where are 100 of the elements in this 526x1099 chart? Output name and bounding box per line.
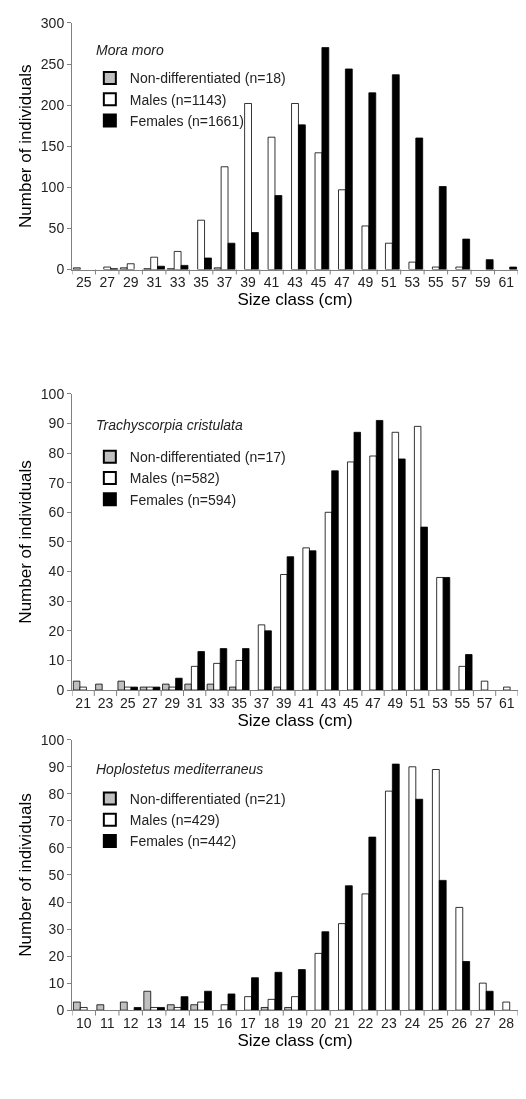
- y-axis-title: Number of individuals: [16, 64, 36, 228]
- x-tick-label: 18: [263, 1014, 280, 1031]
- x-tick-label: 55: [454, 694, 471, 711]
- y-tick-label: 50: [48, 866, 65, 883]
- x-tick-label: 15: [193, 1014, 210, 1031]
- x-tick-label: 16: [216, 1014, 233, 1031]
- x-tick-label: 37: [216, 274, 233, 291]
- x-tick-label: 17: [240, 1014, 257, 1031]
- x-tick-label: 47: [365, 694, 382, 711]
- x-tick-label: 22: [357, 1014, 374, 1031]
- text: Hoplostetus mediterraneus: [96, 761, 264, 777]
- y-tick-label: 50: [48, 533, 65, 550]
- x-tick-label: 39: [276, 694, 292, 711]
- x-tick-label: 33: [209, 694, 225, 711]
- x-tick-label: 41: [298, 694, 315, 711]
- x-tick-label: 13: [146, 1014, 163, 1031]
- y-tick-label: 0: [56, 261, 65, 278]
- x-tick-label: 11: [99, 1014, 115, 1031]
- x-tick-label: 45: [342, 694, 359, 711]
- x-axis-title: Size class (cm): [237, 710, 353, 730]
- y-tick-label: 100: [40, 385, 65, 402]
- x-tick-label: 25: [119, 694, 136, 711]
- x-tick-label: 14: [169, 1014, 186, 1031]
- x-tick-label: 49: [357, 274, 374, 291]
- y-tick-label: 90: [48, 758, 65, 775]
- x-tick-label: 21: [75, 694, 92, 711]
- x-tick-label: 20: [310, 1014, 327, 1031]
- x-tick-label: 27: [142, 694, 159, 711]
- x-tick-label: 28: [498, 1014, 515, 1031]
- legend-label: Males (n=582): [129, 470, 220, 487]
- x-axis-title: Size class (cm): [237, 290, 353, 310]
- legend-label: Males (n=429): [129, 812, 220, 829]
- y-tick-label: 10: [48, 975, 65, 992]
- x-tick-label: 39: [240, 274, 257, 291]
- x-tick-label: 29: [164, 694, 181, 711]
- x-tick-label: 19: [287, 1014, 303, 1031]
- y-tick-label: 10: [48, 652, 65, 669]
- y-tick-label: 90: [48, 415, 65, 432]
- y-tick-label: 300: [40, 14, 65, 31]
- y-tick-label: 30: [48, 920, 65, 937]
- x-tick-label: 61: [498, 274, 515, 291]
- legend-label: Males (n=1143): [129, 91, 227, 108]
- x-tick-label: 57: [451, 274, 468, 291]
- x-tick-label: 23: [97, 694, 114, 711]
- x-tick-label: 45: [310, 274, 327, 291]
- x-tick-label: 31: [186, 694, 203, 711]
- x-tick-label: 43: [320, 694, 337, 711]
- x-tick-label: 49: [387, 694, 404, 711]
- y-tick-label: 50: [48, 220, 65, 237]
- legend-label: Females (n=442): [129, 833, 237, 850]
- x-tick-label: 51: [381, 274, 397, 291]
- y-tick-label: 0: [56, 1002, 65, 1019]
- y-tick-label: 20: [48, 622, 65, 639]
- x-tick-label: 41: [263, 274, 280, 291]
- x-tick-label: 33: [169, 274, 186, 291]
- y-tick-label: 70: [48, 812, 65, 829]
- x-tick-label: 27: [99, 274, 116, 291]
- y-tick-label: 150: [40, 138, 65, 155]
- x-tick-label: 27: [475, 1014, 491, 1031]
- y-tick-label: 80: [48, 444, 65, 461]
- x-tick-label: 55: [428, 274, 444, 291]
- x-tick-label: 35: [231, 694, 248, 711]
- y-axis-title: Number of individuals: [16, 793, 36, 957]
- y-tick-label: 40: [48, 893, 65, 910]
- y-tick-label: 100: [40, 731, 65, 748]
- x-tick-label: 59: [475, 274, 491, 291]
- x-tick-label: 43: [287, 274, 303, 291]
- legend-label: Non-differentiated (n=17): [129, 449, 286, 466]
- legend-label: Females (n=1661): [129, 112, 244, 129]
- text: Trachyscorpia cristulata: [96, 417, 243, 433]
- x-tick-label: 51: [409, 694, 426, 711]
- x-tick-label: 53: [404, 274, 421, 291]
- y-tick-label: 80: [48, 785, 65, 802]
- x-tick-label: 12: [122, 1014, 139, 1031]
- y-tick-label: 70: [48, 474, 65, 491]
- y-tick-label: 250: [40, 55, 65, 72]
- x-tick-label: 25: [428, 1014, 444, 1031]
- x-tick-label: 25: [75, 274, 92, 291]
- x-axis-title: Size class (cm): [237, 1030, 353, 1050]
- x-tick-label: 29: [122, 274, 139, 291]
- y-axis-title: Number of individuals: [16, 460, 36, 624]
- y-tick-label: 30: [48, 593, 65, 610]
- x-tick-label: 47: [334, 274, 350, 291]
- x-tick-label: 53: [432, 694, 448, 711]
- y-tick-label: 20: [48, 947, 65, 964]
- x-tick-label: 57: [476, 694, 493, 711]
- y-tick-label: 60: [48, 504, 65, 521]
- x-tick-label: 21: [334, 1014, 350, 1031]
- y-tick-label: 100: [40, 179, 65, 196]
- y-tick-label: 60: [48, 839, 65, 856]
- x-tick-label: 37: [253, 694, 270, 711]
- x-tick-label: 35: [193, 274, 210, 291]
- text: Mora moro: [96, 42, 164, 58]
- x-tick-label: 31: [146, 274, 163, 291]
- y-tick-label: 200: [40, 97, 65, 114]
- legend-label: Non-differentiated (n=18): [129, 70, 286, 87]
- x-tick-label: 10: [75, 1014, 92, 1031]
- x-tick-label: 23: [381, 1014, 397, 1031]
- y-tick-label: 0: [56, 681, 65, 698]
- legend-label: Females (n=594): [129, 491, 237, 508]
